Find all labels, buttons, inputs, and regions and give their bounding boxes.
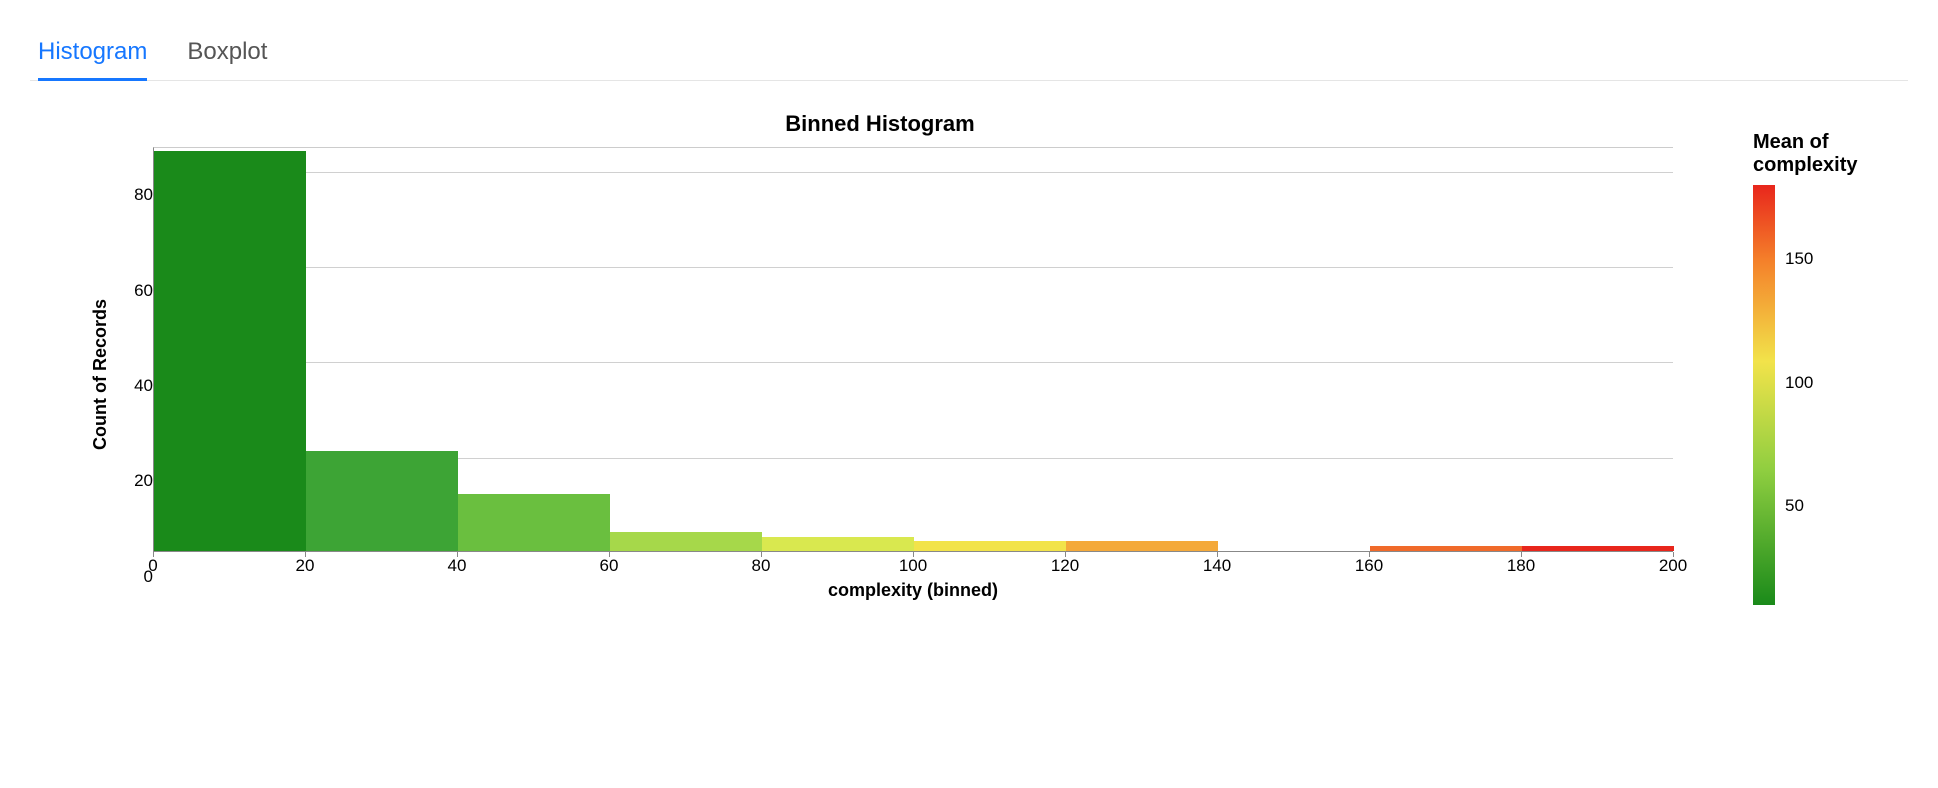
- tab-boxplot[interactable]: Boxplot: [187, 30, 267, 80]
- y-axis-label: Count of Records: [90, 299, 111, 450]
- histogram-bar[interactable]: [1066, 541, 1218, 551]
- x-tick-label: 20: [296, 556, 315, 576]
- legend-body: 50 100 150: [1753, 185, 1908, 605]
- legend-ticks: 50 100 150: [1785, 185, 1835, 605]
- x-axis-label: complexity (binned): [153, 580, 1673, 601]
- x-axis-ticks: 020406080100120140160180200: [153, 552, 1673, 576]
- histogram-bar[interactable]: [914, 541, 1066, 551]
- x-tick-label: 80: [752, 556, 771, 576]
- chart-title: Binned Histogram: [90, 111, 1670, 137]
- x-tick-label: 100: [899, 556, 927, 576]
- x-tick-label: 200: [1659, 556, 1687, 576]
- histogram-bar[interactable]: [306, 451, 458, 551]
- x-tick-label: 60: [600, 556, 619, 576]
- legend-tick-label: 50: [1785, 496, 1804, 516]
- y-tick-label: 60: [134, 281, 153, 301]
- gridline: [154, 267, 1673, 268]
- x-tick-label: 160: [1355, 556, 1383, 576]
- x-tick-label: 120: [1051, 556, 1079, 576]
- legend-title: Mean of complexity: [1753, 131, 1908, 177]
- y-tick-label: 80: [134, 185, 153, 205]
- y-tick-label: 20: [134, 471, 153, 491]
- histogram-bar[interactable]: [458, 494, 610, 551]
- tabs: Histogram Boxplot: [30, 30, 1908, 81]
- plot-wrapper: Count of Records 806040200 0204060801001…: [90, 147, 1673, 601]
- gridline: [154, 362, 1673, 363]
- histogram-bar[interactable]: [154, 151, 306, 551]
- x-tick-label: 140: [1203, 556, 1231, 576]
- chart-block: Binned Histogram Count of Records 80 60 40…: [90, 111, 1673, 601]
- y-axis-ticks: 806040200: [119, 172, 153, 577]
- x-tick-label: 180: [1507, 556, 1535, 576]
- histogram-bar[interactable]: [1522, 546, 1674, 551]
- legend-tick-label: 150: [1785, 249, 1813, 269]
- x-tick-label: 40: [448, 556, 467, 576]
- y-tick-label: 40: [134, 376, 153, 396]
- gridline: [154, 172, 1673, 173]
- legend-tick-label: 100: [1785, 373, 1813, 393]
- histogram-bar[interactable]: [762, 537, 914, 551]
- histogram-bar[interactable]: [1370, 546, 1522, 551]
- legend-color-bar: [1753, 185, 1775, 605]
- color-legend: Mean of complexity 50 100 150: [1753, 131, 1908, 605]
- histogram-bar[interactable]: [610, 532, 762, 551]
- x-tick-label: 0: [148, 556, 157, 576]
- histogram-plot: [153, 147, 1673, 552]
- tab-histogram[interactable]: Histogram: [38, 30, 147, 80]
- chart-area: Binned Histogram Count of Records 80 60 40…: [30, 81, 1908, 605]
